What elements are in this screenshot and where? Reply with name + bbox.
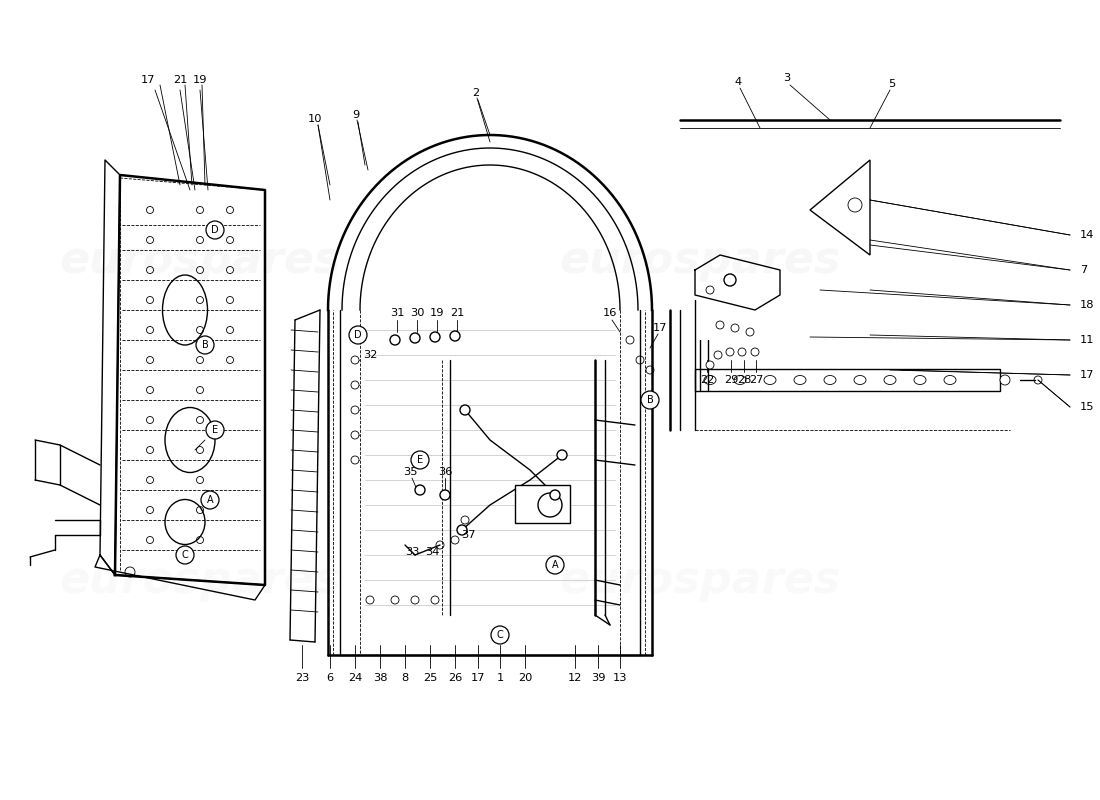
Text: E: E (417, 455, 424, 465)
Text: 17: 17 (1080, 370, 1094, 380)
Circle shape (351, 456, 359, 464)
Text: 7: 7 (1080, 265, 1087, 275)
Text: A: A (207, 495, 213, 505)
Circle shape (351, 381, 359, 389)
Text: 24: 24 (348, 673, 362, 683)
Text: A: A (552, 560, 559, 570)
Text: eurospares: eurospares (559, 558, 840, 602)
Circle shape (390, 596, 399, 604)
Text: 18: 18 (1080, 300, 1094, 310)
Bar (695, 369, 1000, 391)
Circle shape (641, 391, 659, 409)
Circle shape (206, 221, 224, 239)
Circle shape (714, 351, 722, 359)
Text: 12: 12 (568, 673, 582, 683)
Circle shape (390, 335, 400, 345)
Text: eurospares: eurospares (559, 238, 840, 282)
Circle shape (456, 525, 468, 535)
Circle shape (557, 450, 566, 460)
Circle shape (411, 596, 419, 604)
Circle shape (538, 493, 562, 517)
Circle shape (546, 556, 564, 574)
Text: 17: 17 (652, 323, 668, 333)
Circle shape (724, 274, 736, 286)
Text: B: B (201, 340, 208, 350)
Circle shape (351, 406, 359, 414)
Circle shape (738, 348, 746, 356)
Circle shape (349, 326, 367, 344)
Text: 1: 1 (496, 673, 504, 683)
Circle shape (491, 626, 509, 644)
Text: 35: 35 (403, 467, 417, 477)
Text: 14: 14 (1080, 230, 1094, 240)
Circle shape (201, 491, 219, 509)
Circle shape (440, 490, 450, 500)
Text: D: D (354, 330, 362, 340)
Text: 38: 38 (373, 673, 387, 683)
Text: 33: 33 (405, 547, 419, 557)
Text: 2: 2 (472, 88, 480, 98)
Text: 9: 9 (352, 110, 360, 120)
Circle shape (751, 348, 759, 356)
Text: 19: 19 (192, 75, 207, 85)
Text: 17: 17 (471, 673, 485, 683)
Circle shape (206, 421, 224, 439)
Circle shape (196, 336, 214, 354)
Text: 27: 27 (749, 375, 763, 385)
Bar (515, 485, 570, 523)
Text: 30: 30 (409, 308, 425, 318)
Circle shape (430, 332, 440, 342)
Circle shape (550, 490, 560, 500)
Circle shape (460, 405, 470, 415)
Text: eurospares: eurospares (59, 558, 341, 602)
Text: 36: 36 (438, 467, 452, 477)
Text: eurospares: eurospares (59, 238, 341, 282)
Text: 34: 34 (425, 547, 439, 557)
Text: 21: 21 (173, 75, 187, 85)
Text: 23: 23 (295, 673, 309, 683)
Text: 28: 28 (737, 375, 751, 385)
Circle shape (351, 356, 359, 364)
Text: 20: 20 (518, 673, 532, 683)
Text: 37: 37 (461, 530, 475, 540)
Text: B: B (647, 395, 653, 405)
Text: 5: 5 (889, 79, 895, 89)
Circle shape (176, 546, 194, 564)
Text: 4: 4 (735, 77, 741, 87)
Text: 19: 19 (430, 308, 444, 318)
Text: 10: 10 (308, 114, 322, 124)
Circle shape (450, 331, 460, 341)
Circle shape (366, 596, 374, 604)
Text: C: C (182, 550, 188, 560)
Text: 3: 3 (783, 73, 791, 83)
Text: 29: 29 (724, 375, 738, 385)
Text: 13: 13 (613, 673, 627, 683)
Text: E: E (212, 425, 218, 435)
Text: 39: 39 (591, 673, 605, 683)
Circle shape (726, 348, 734, 356)
Circle shape (411, 451, 429, 469)
Text: 11: 11 (1080, 335, 1094, 345)
Text: 25: 25 (422, 673, 437, 683)
Circle shape (415, 485, 425, 495)
Text: 31: 31 (389, 308, 405, 318)
Text: 15: 15 (1080, 402, 1094, 412)
Text: 22: 22 (700, 375, 714, 385)
Text: 26: 26 (448, 673, 462, 683)
Text: 16: 16 (603, 308, 617, 318)
Text: 32: 32 (363, 350, 377, 360)
Text: 6: 6 (327, 673, 333, 683)
Circle shape (410, 333, 420, 343)
Text: D: D (211, 225, 219, 235)
Circle shape (1000, 375, 1010, 385)
Text: 21: 21 (450, 308, 464, 318)
Text: C: C (496, 630, 504, 640)
Text: 17: 17 (141, 75, 155, 85)
Circle shape (431, 596, 439, 604)
Circle shape (706, 361, 714, 369)
Circle shape (351, 431, 359, 439)
Text: 8: 8 (402, 673, 408, 683)
